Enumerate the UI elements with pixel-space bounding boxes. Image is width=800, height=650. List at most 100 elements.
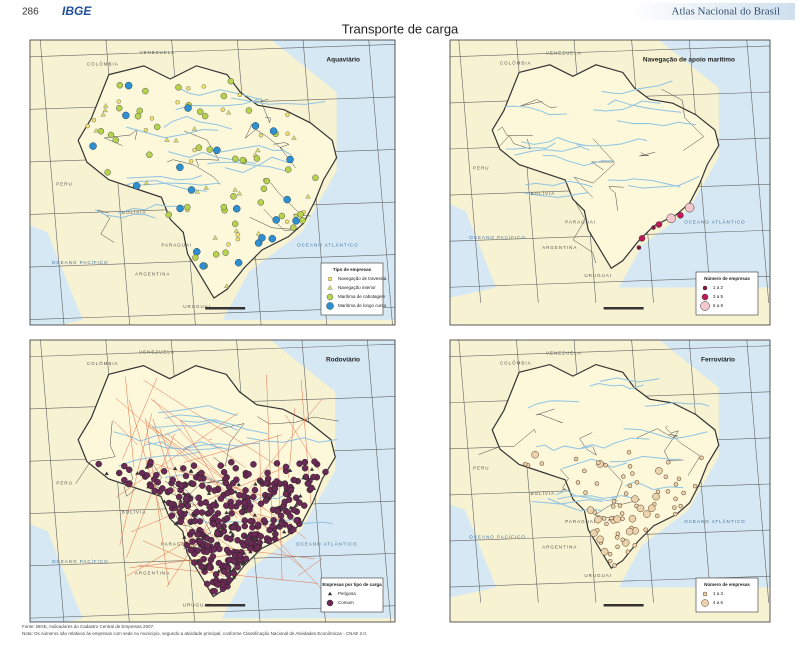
legend-symbol	[326, 599, 334, 607]
company-symbol	[228, 510, 235, 517]
company-symbol	[220, 107, 226, 112]
company-symbol	[247, 539, 255, 547]
river	[589, 383, 644, 390]
country-label: COLÔMBIA	[500, 59, 532, 65]
company-symbol	[230, 524, 237, 531]
map-frame	[29, 339, 396, 623]
footer-source: Fonte: IBGE, Indicadores do Cadastro Cen…	[22, 624, 154, 629]
company-symbol	[232, 187, 238, 192]
company-symbol	[97, 127, 105, 135]
company-symbol	[242, 506, 247, 511]
company-symbol	[189, 520, 194, 524]
company-symbol	[283, 195, 291, 204]
company-symbol	[242, 487, 249, 494]
state-border	[590, 138, 615, 171]
company-symbol	[627, 464, 633, 469]
legend-symbol	[701, 293, 709, 301]
road	[179, 464, 303, 569]
company-symbol	[187, 186, 196, 194]
road	[152, 418, 195, 556]
company-symbol	[293, 517, 300, 524]
company-symbol	[229, 479, 237, 487]
company-symbol	[211, 487, 218, 494]
company-symbol	[175, 493, 183, 501]
company-symbol	[180, 465, 187, 472]
company-symbol	[266, 495, 271, 500]
state-border	[97, 209, 115, 243]
logo: IBGE	[62, 4, 92, 18]
company-symbol	[285, 496, 293, 503]
company-symbol	[199, 482, 206, 489]
company-symbol	[253, 544, 261, 551]
company-symbol	[301, 458, 309, 466]
country-label: VENEZUELA	[546, 50, 582, 55]
river	[117, 204, 185, 214]
company-symbol	[292, 494, 300, 502]
company-symbol	[265, 537, 272, 545]
state-border	[103, 128, 138, 146]
company-symbol	[223, 515, 231, 522]
company-symbol	[230, 570, 237, 577]
company-symbol	[253, 482, 258, 486]
company-symbol	[162, 499, 167, 503]
meridian	[746, 340, 770, 603]
company-symbol	[626, 450, 632, 455]
road	[125, 376, 135, 468]
road	[243, 398, 323, 497]
company-symbol	[596, 460, 601, 465]
map-frame	[449, 339, 771, 623]
company-symbol	[233, 489, 238, 494]
company-symbol	[252, 512, 257, 517]
company-symbol	[226, 576, 233, 584]
page-title: Transporte de carga	[342, 21, 459, 36]
company-symbol	[247, 517, 254, 525]
company-symbol	[244, 533, 249, 538]
company-symbol	[231, 220, 239, 228]
company-symbol	[290, 526, 297, 533]
company-symbol	[203, 580, 211, 588]
company-symbol	[217, 462, 224, 469]
company-symbol	[264, 469, 271, 477]
company-symbol	[630, 471, 635, 476]
state-border	[608, 186, 624, 211]
company-symbol	[138, 469, 146, 477]
company-symbol	[603, 462, 608, 468]
map-content: COLÔMBIA VENEZUELA PERU BOLÍVIA PARAGUAI ARGE…	[450, 340, 770, 622]
company-symbol	[201, 84, 206, 89]
legend-label: 1 a 3	[713, 591, 724, 596]
company-symbol	[136, 107, 143, 115]
company-symbol	[188, 468, 194, 473]
river	[126, 175, 202, 181]
company-symbol	[539, 461, 545, 466]
ocean	[450, 204, 497, 298]
company-symbol	[297, 211, 304, 218]
river	[627, 175, 700, 189]
road	[145, 417, 169, 586]
company-symbol	[147, 458, 154, 466]
river	[134, 182, 220, 186]
company-symbol	[246, 506, 253, 513]
company-symbol	[210, 546, 218, 553]
company-symbol	[257, 199, 265, 206]
company-symbol	[235, 232, 241, 237]
company-symbol	[609, 515, 614, 521]
road	[112, 419, 139, 446]
company-symbol	[257, 533, 265, 540]
company-symbol	[604, 521, 609, 527]
company-symbol	[100, 111, 106, 117]
river	[505, 142, 556, 150]
company-symbol	[263, 177, 271, 185]
country-label: COLÔMBIA	[87, 360, 119, 366]
river	[599, 377, 660, 383]
river	[146, 441, 239, 450]
company-symbol	[573, 456, 579, 462]
state-border	[639, 151, 656, 157]
company-symbol	[104, 169, 111, 176]
scale-bar	[205, 604, 246, 607]
company-symbol	[153, 123, 161, 131]
state-border	[124, 471, 137, 497]
company-symbol	[655, 221, 663, 228]
meridian	[40, 340, 65, 622]
company-symbol	[299, 217, 306, 224]
country-label: ARGENTINA	[542, 545, 577, 550]
